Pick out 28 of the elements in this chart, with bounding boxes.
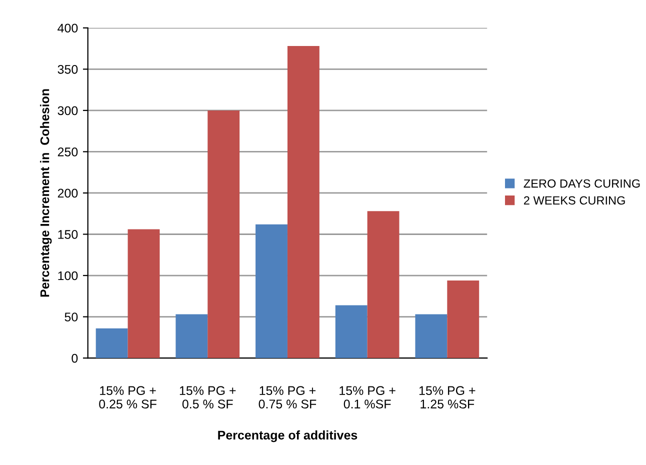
bar [96, 328, 128, 358]
y-axis-title: Percentage Increment in Cohesion [40, 89, 52, 297]
bar [208, 110, 240, 358]
bar [287, 46, 320, 358]
x-tick-label: 15% PG + 0.1 %SF [340, 386, 396, 408]
bar [128, 229, 160, 358]
bar [256, 224, 288, 358]
x-tick-label: 15% PG + 0.75 % SF [258, 386, 316, 408]
y-tick-label: 100 [58, 271, 78, 280]
legend-label: 2 WEEKS CURING [524, 196, 625, 205]
y-tick-label: 250 [58, 148, 78, 156]
x-tick-label: 15% PG + 0.25 % SF [99, 386, 156, 408]
y-tick-label: 300 [58, 106, 78, 116]
x-tick-label: 15% PG + 0.5 % SF [180, 386, 236, 408]
bar [415, 314, 448, 358]
bar [447, 280, 480, 358]
x-axis-title: Percentage of additives [218, 430, 358, 442]
bar [367, 211, 400, 358]
y-tick-label: 0 [72, 354, 78, 363]
y-tick-label: 150 [58, 230, 78, 239]
legend-label: ZERO DAYS CURING [524, 179, 640, 188]
y-tick-label: 200 [58, 188, 78, 198]
bar [176, 314, 208, 358]
y-tick-label: 400 [58, 24, 78, 33]
y-tick-label: 350 [58, 64, 78, 74]
y-tick-label: 50 [64, 312, 78, 322]
x-tick-label: 15% PG + 1.25 %SF [419, 386, 476, 408]
bar [335, 305, 368, 358]
